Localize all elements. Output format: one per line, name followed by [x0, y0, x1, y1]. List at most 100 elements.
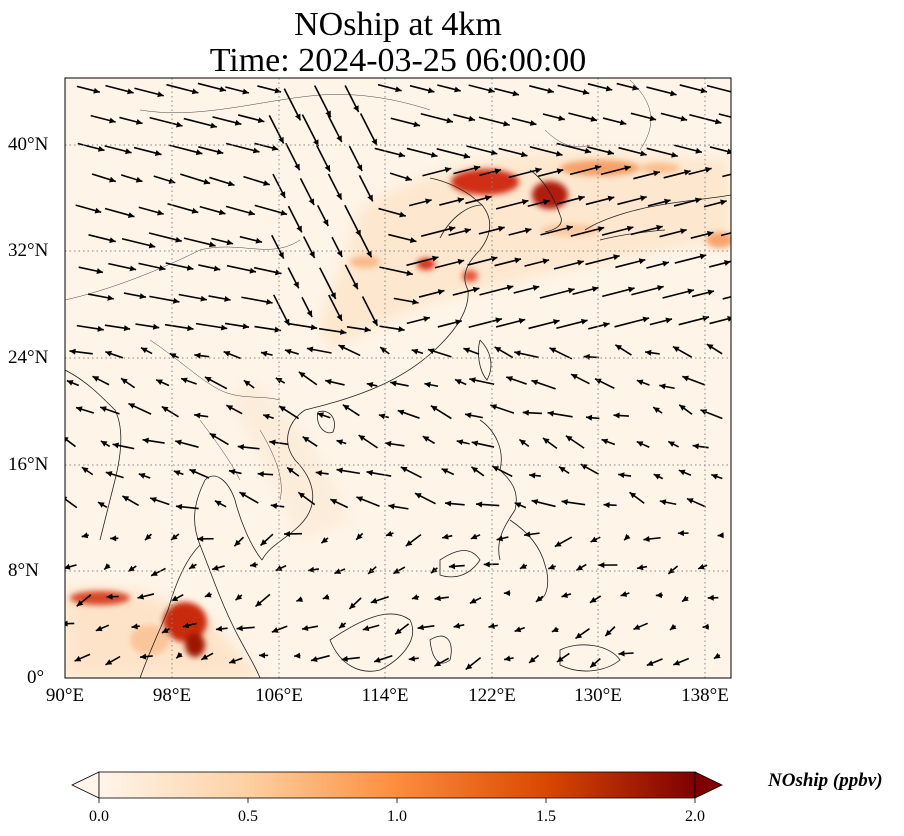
wind-vector-head	[121, 378, 128, 385]
wind-vector-head	[668, 441, 675, 447]
wind-vector-head	[430, 566, 438, 574]
wind-vector-head	[590, 661, 597, 668]
wind-vector-head	[284, 348, 292, 355]
wind-vector-head	[711, 473, 718, 480]
wind-vector-head	[408, 655, 416, 662]
wind-vector-head	[471, 440, 479, 447]
wind-vector-head	[390, 380, 397, 387]
wind-vector-head	[542, 438, 550, 444]
wind-vector-head	[624, 165, 631, 172]
wind-vector-head	[129, 265, 137, 272]
wind-vector-head	[529, 656, 536, 663]
wind-vector-head	[469, 377, 476, 384]
wind-vector-head	[411, 348, 419, 355]
wind-vector-head	[100, 406, 107, 412]
wind-vector-head	[638, 258, 646, 265]
wind-vector-head	[699, 253, 707, 260]
wind-vector	[65, 437, 76, 448]
wind-vector-head	[655, 592, 663, 599]
wind-vector-head	[521, 199, 529, 205]
wind-vector-head	[556, 656, 564, 663]
colorbar-tick-label: 1.5	[536, 808, 556, 825]
wind-vector	[718, 113, 731, 118]
wind-vector-head	[106, 593, 113, 600]
wind-vector-head	[549, 347, 557, 354]
wind-vector-head	[137, 593, 145, 600]
wind-vector-head	[336, 467, 343, 474]
wind-vector-head	[76, 600, 84, 607]
wind-vector-head	[173, 470, 181, 476]
wind-vector-head	[338, 344, 346, 351]
wind-vector-head	[448, 226, 456, 232]
wind-vector-head	[393, 568, 401, 574]
wind-vector-head	[172, 297, 180, 304]
wind-vector-head	[405, 540, 413, 547]
wind-vector-head	[204, 376, 212, 383]
wind-vector-head	[157, 209, 164, 216]
wind-vector-head	[144, 533, 152, 541]
wind-vector-head	[498, 225, 505, 232]
wind-vector-head	[520, 151, 528, 158]
wind-vector-head	[733, 90, 740, 96]
wind-vector-head	[287, 467, 294, 474]
wind-vector-head	[551, 626, 559, 633]
wind-vector-head	[140, 653, 147, 660]
wind-vector-head	[279, 405, 286, 412]
wind-vector-head	[613, 412, 620, 419]
wind-vector-head	[334, 568, 342, 574]
wind-vector-head	[582, 89, 590, 95]
wind-vector-head	[298, 371, 306, 378]
wind-vector-head	[168, 178, 176, 184]
wind-vector-head	[488, 87, 495, 94]
wind-vector-head	[406, 270, 413, 276]
wind-vector-head	[95, 625, 103, 632]
wind-vector-head	[506, 376, 513, 382]
wind-vector-head	[425, 198, 432, 205]
wind-vector-head	[236, 625, 243, 632]
wind-vector-head	[469, 597, 477, 604]
wind-vector-head	[565, 435, 573, 442]
wind-vector-head	[464, 227, 471, 234]
wind-vector-head	[223, 351, 231, 357]
wind-vector-head	[263, 180, 270, 186]
wind-vector-head	[187, 325, 194, 332]
wind-vector-head	[216, 148, 224, 155]
wind-vector-head	[284, 530, 291, 537]
wind-vector-head	[584, 147, 592, 154]
colorbar-tick-label: 2.0	[685, 808, 705, 825]
wind-vector-head	[249, 267, 257, 274]
wind-vector-head	[395, 86, 402, 93]
wind-vector-head	[220, 324, 228, 331]
wind-vector-head	[260, 350, 268, 357]
wind-vector-head	[374, 657, 381, 663]
wind-vector-head	[201, 654, 209, 660]
wind-vector-head	[366, 469, 373, 476]
y-tick-label: 8°N	[8, 560, 39, 581]
wind-vector-head	[605, 85, 613, 92]
wind-vector-head	[620, 591, 628, 597]
wind-vector-head	[680, 228, 687, 235]
wind-vector-head	[496, 535, 504, 542]
wind-vector-head	[595, 378, 602, 385]
wind-vector-head	[296, 596, 304, 602]
wind-vector-field	[65, 82, 740, 671]
wind-vector-head	[338, 622, 346, 629]
wind-vector-head	[514, 257, 522, 264]
wind-vector-head	[585, 414, 593, 421]
wind-vector-head	[278, 136, 284, 144]
wind-vector-head	[317, 412, 324, 419]
wind-vector-head	[203, 178, 211, 185]
wind-vector-head	[218, 209, 226, 216]
wind-vector-head	[590, 116, 598, 122]
wind-vector-head	[724, 260, 731, 266]
wind-vector-head	[653, 170, 660, 177]
wind-vector-head	[200, 295, 207, 302]
wind-vector-head	[405, 175, 412, 182]
wind-vector-head	[543, 199, 550, 206]
wind-vector-head	[330, 292, 336, 300]
wind-vector-head	[293, 281, 299, 289]
wind-vector-head	[158, 265, 166, 271]
wind-vector-head	[269, 439, 276, 446]
wind-vector-head	[671, 151, 678, 158]
wind-vector-head	[592, 286, 599, 293]
